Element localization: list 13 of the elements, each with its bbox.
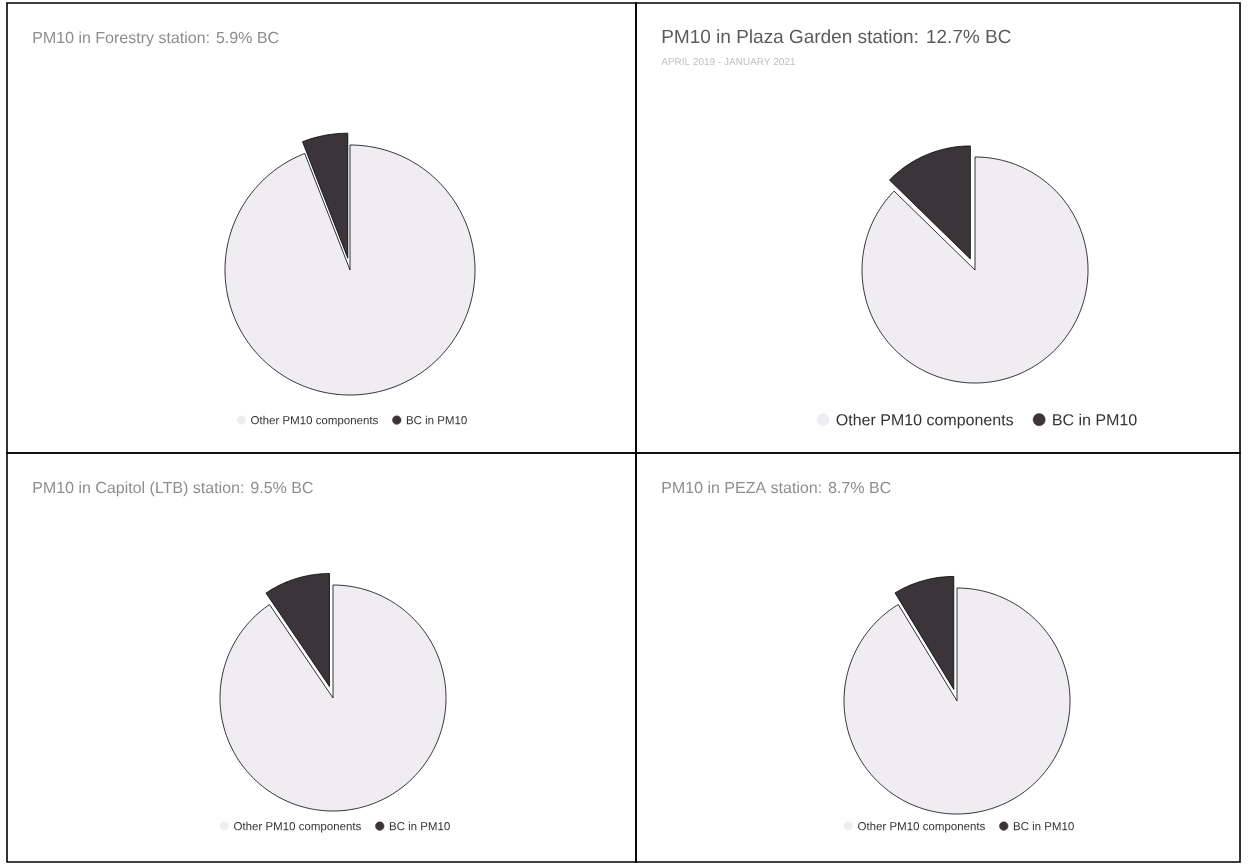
legend-label: BC in PM10 bbox=[1013, 821, 1074, 831]
chart-title: PM10 in Plaza Garden station: 12.7% BC bbox=[662, 29, 1011, 44]
chart-title: PM10 in Forestry station: 5.9% BC bbox=[33, 31, 279, 47]
legend-label: Other PM10 components bbox=[836, 413, 1014, 429]
legend-label: Other PM10 components bbox=[234, 821, 361, 833]
chart-title: PM10 in Capitol (LTB) station: 9.5% BC bbox=[33, 481, 313, 497]
legend-label: BC in PM10 bbox=[389, 821, 450, 831]
chart-title: PM10 in PEZA station: 8.7% BC bbox=[662, 481, 891, 494]
legend-label: BC in PM10 bbox=[1053, 413, 1137, 426]
legend-label: Other PM10 components bbox=[251, 415, 378, 427]
legend-label: BC in PM10 bbox=[406, 415, 467, 425]
text: APRIL 2019 - JANUARY 2021 bbox=[661, 58, 796, 66]
legend-label: Other PM10 components bbox=[858, 821, 985, 833]
